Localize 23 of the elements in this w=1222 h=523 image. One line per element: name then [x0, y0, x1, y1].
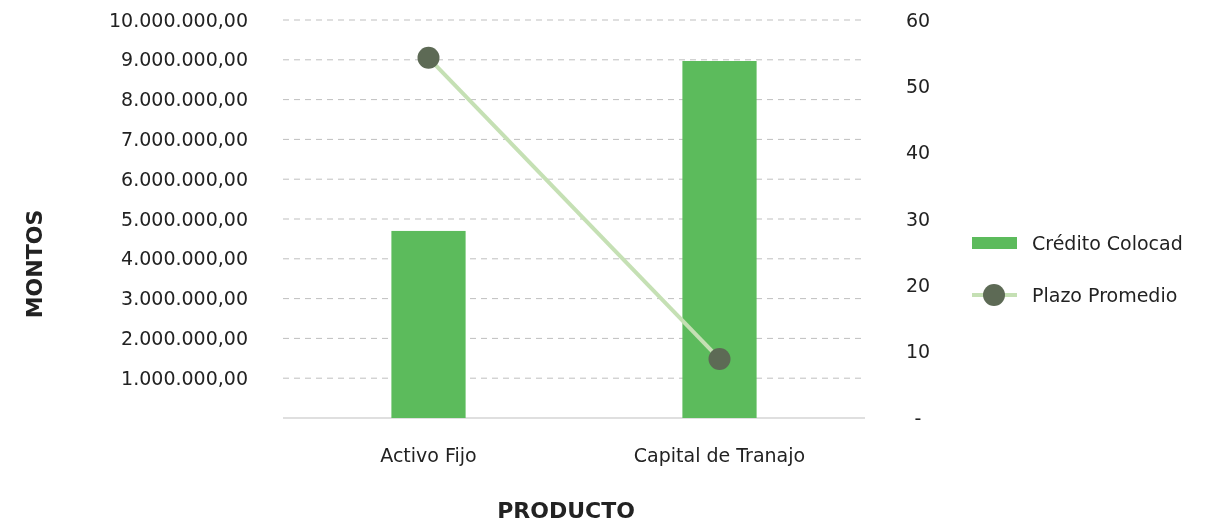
- y-tick-label: 6.000.000,00: [121, 167, 248, 190]
- y-tick-label: 2.000.000,00: [121, 327, 248, 350]
- y-tick-label: 1.000.000,00: [121, 366, 248, 389]
- x-axis-title: PRODUCTO: [497, 498, 635, 523]
- y2-tick-label: 40: [905, 141, 931, 164]
- y2-tick-label: -: [914, 406, 922, 429]
- legend-label: Crédito Colocad: [1032, 231, 1183, 254]
- legend-label: Plazo Promedio: [1032, 283, 1178, 306]
- y-tick-label: 8.000.000,00: [121, 88, 248, 111]
- y-tick-label: 3.000.000,00: [121, 287, 248, 310]
- y2-tick-label: 30: [905, 207, 931, 230]
- y2-tick-label: 20: [905, 273, 931, 296]
- x-tick-label: Activo Fijo: [380, 444, 477, 466]
- y-tick-label: 10.000.000,00: [108, 8, 248, 31]
- y2-tick-label: 10: [905, 340, 931, 363]
- y-axis-title: MONTOS: [22, 209, 47, 319]
- y-tick-label: 7.000.000,00: [121, 128, 248, 151]
- y-tick-label: 4.000.000,00: [121, 247, 248, 270]
- x-tick-label: Capital de Tranajo: [633, 444, 806, 466]
- y-tick-label: 9.000.000,00: [121, 48, 248, 71]
- y-tick-label: 5.000.000,00: [121, 207, 248, 230]
- y2-tick-label: 60: [905, 8, 931, 31]
- y2-tick-label: 50: [905, 74, 931, 97]
